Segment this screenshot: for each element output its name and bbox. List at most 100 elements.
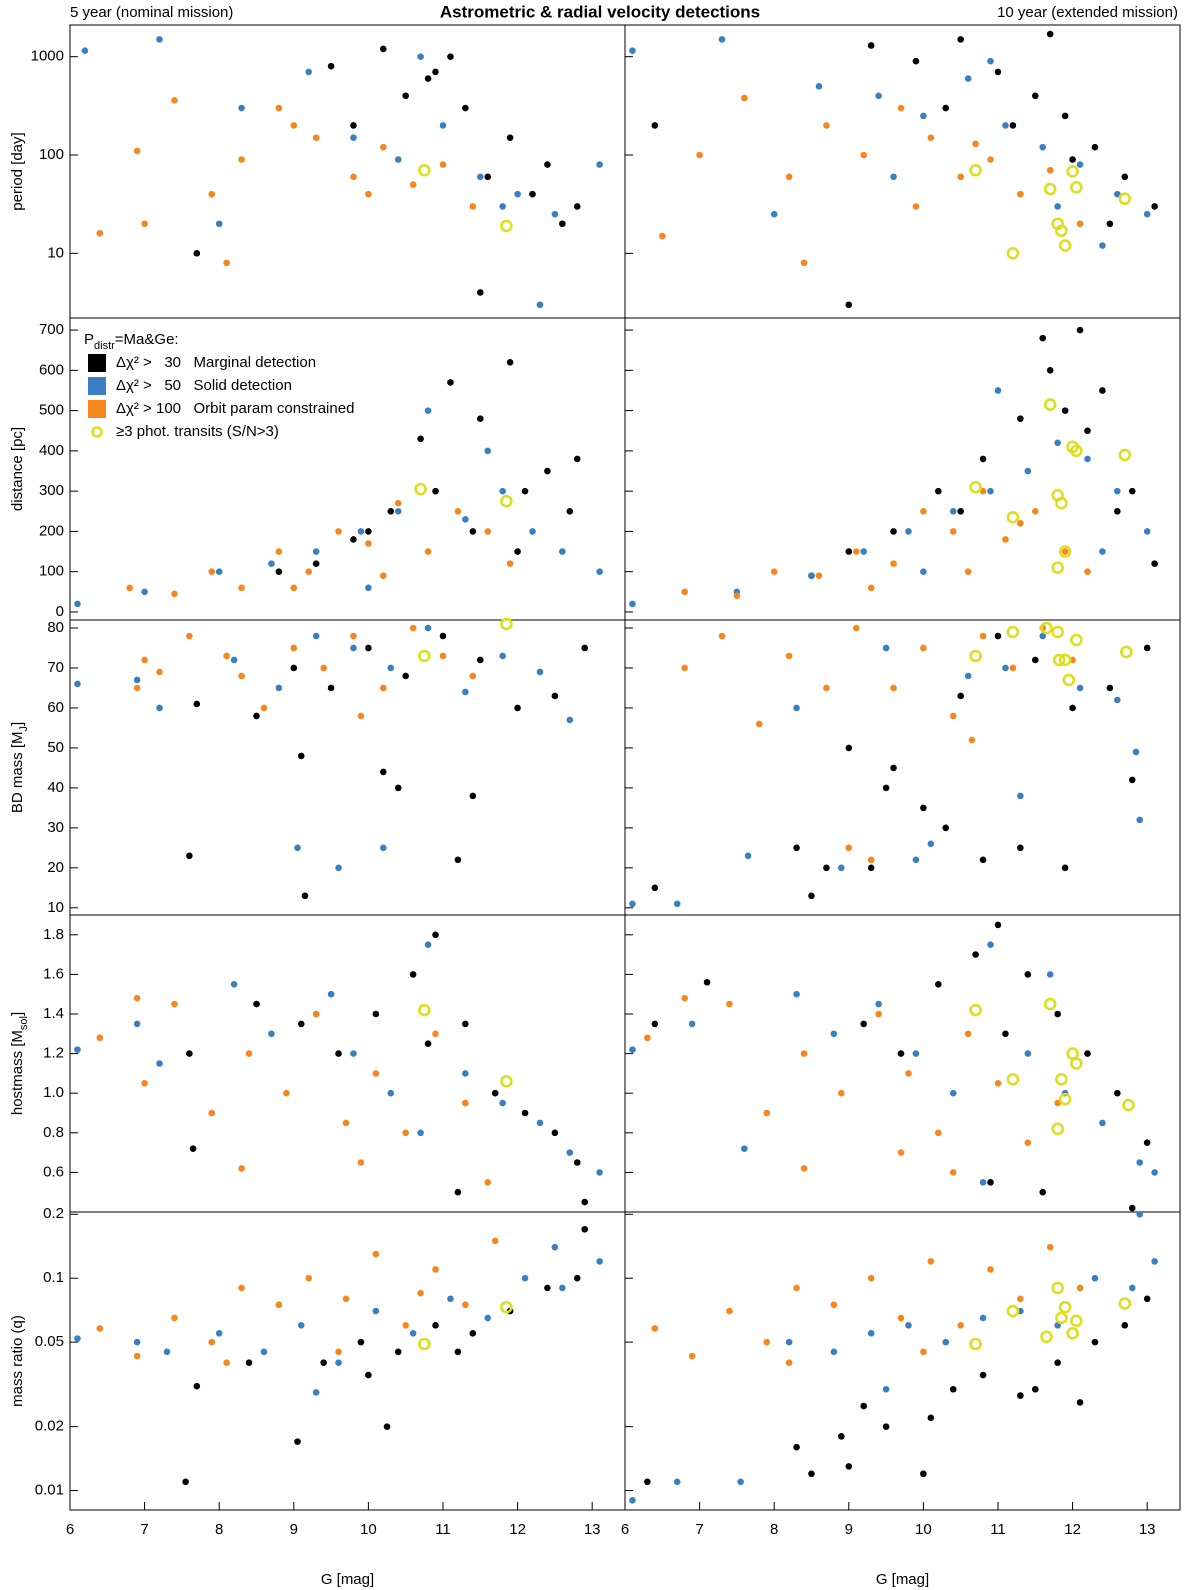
- point: [208, 1338, 216, 1346]
- point: [365, 584, 372, 592]
- point: [741, 94, 748, 102]
- point: [1002, 122, 1009, 129]
- point: [949, 1385, 957, 1393]
- point: [215, 220, 223, 228]
- point: [133, 676, 141, 684]
- point: [454, 1348, 462, 1356]
- transit-ring: [500, 617, 513, 631]
- point: [275, 104, 283, 112]
- point: [432, 931, 439, 939]
- point: [566, 507, 574, 515]
- y-tick-label: 0: [56, 603, 64, 620]
- point: [74, 1046, 81, 1053]
- y-tick-label: 1.6: [43, 965, 64, 982]
- point: [737, 1478, 744, 1486]
- point: [838, 1089, 845, 1097]
- point: [357, 528, 365, 535]
- point: [949, 507, 957, 515]
- point: [182, 1478, 189, 1486]
- point: [823, 864, 830, 872]
- point: [193, 700, 201, 708]
- point: [506, 358, 514, 366]
- point: [484, 173, 492, 181]
- point: [845, 1463, 853, 1470]
- transit-ring: [1066, 165, 1079, 178]
- point: [1002, 1030, 1009, 1038]
- point: [726, 1307, 733, 1315]
- point: [521, 487, 529, 495]
- point: [718, 36, 726, 43]
- point: [957, 173, 964, 181]
- point: [1151, 1169, 1158, 1176]
- point: [800, 1050, 808, 1057]
- point: [454, 1188, 462, 1196]
- point: [897, 1050, 905, 1057]
- point: [987, 1266, 994, 1273]
- point: [1128, 487, 1136, 495]
- transit-ring: [1118, 192, 1132, 205]
- point: [432, 1030, 439, 1038]
- point: [785, 1338, 793, 1346]
- point: [1091, 1274, 1099, 1282]
- point: [439, 652, 447, 660]
- point: [238, 156, 245, 163]
- x-tick-label: 11: [990, 1521, 1006, 1538]
- point: [133, 147, 141, 155]
- point: [1046, 971, 1054, 978]
- point: [1054, 439, 1061, 447]
- y-tick-label: 100: [39, 146, 64, 163]
- transit-ring: [1058, 653, 1072, 667]
- point: [785, 173, 793, 181]
- point: [447, 53, 454, 60]
- legend-label: Δχ² > 50 Solid detection: [116, 377, 292, 394]
- point: [1084, 1050, 1091, 1057]
- transit-ring: [1070, 180, 1083, 194]
- point: [979, 1179, 987, 1186]
- point: [920, 112, 927, 120]
- point: [350, 1050, 357, 1057]
- point: [462, 1020, 469, 1028]
- transit-ring: [969, 1337, 982, 1351]
- point: [424, 941, 432, 948]
- point: [208, 190, 216, 198]
- panel-frame: [624, 24, 1181, 319]
- point: [957, 692, 964, 700]
- legend-title-after: =Ma&Ge:: [115, 331, 179, 348]
- point: [156, 668, 163, 676]
- point: [942, 824, 950, 832]
- point: [1143, 210, 1151, 218]
- point: [499, 1099, 506, 1107]
- transit-ring: [1062, 673, 1076, 687]
- point: [1024, 1139, 1032, 1146]
- y-tick-label: 0.1: [43, 1269, 64, 1286]
- y-axis-label: hostmass [Msol]: [9, 1012, 30, 1115]
- point: [1017, 415, 1024, 422]
- point: [294, 1438, 301, 1445]
- point: [688, 1020, 696, 1028]
- point: [536, 301, 544, 309]
- point: [432, 487, 439, 495]
- point: [897, 104, 905, 112]
- point: [275, 1301, 283, 1309]
- point: [245, 1359, 253, 1367]
- transit-ring: [1006, 511, 1020, 524]
- point: [186, 1050, 193, 1057]
- point: [1076, 220, 1084, 228]
- point: [469, 1330, 477, 1337]
- point: [394, 1348, 402, 1356]
- point: [1091, 1338, 1099, 1346]
- transit-ring: [500, 1075, 513, 1088]
- point: [290, 644, 298, 652]
- transit-ring: [1118, 1297, 1132, 1310]
- point: [297, 752, 305, 760]
- point: [1031, 656, 1039, 664]
- x-tick-label: 8: [770, 1521, 778, 1538]
- point: [424, 548, 432, 555]
- point: [126, 584, 133, 592]
- y-axis-label-main: BD mass [M: [9, 731, 26, 813]
- point: [238, 672, 245, 680]
- point: [484, 447, 492, 455]
- y-axis-label: period [day]: [9, 132, 26, 210]
- point: [350, 122, 357, 129]
- legend-label: ≥3 phot. transits (S/N>3): [116, 423, 279, 440]
